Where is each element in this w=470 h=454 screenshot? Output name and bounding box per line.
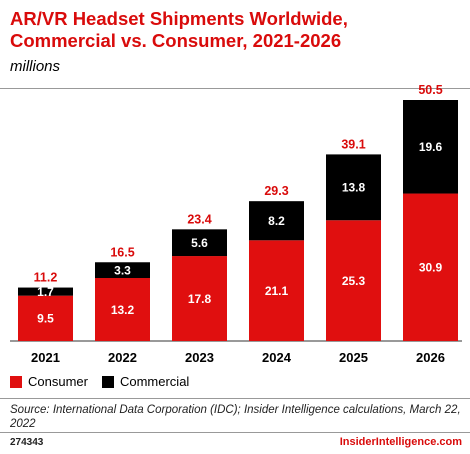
bar-commercial-2024 bbox=[249, 201, 304, 241]
data-label-consumer-2022: 13.2 bbox=[111, 303, 135, 317]
bar-consumer-2025 bbox=[326, 220, 381, 341]
bar-commercial-2026 bbox=[403, 100, 458, 194]
data-label-commercial-2025: 13.8 bbox=[342, 181, 366, 195]
brand-link[interactable]: InsiderIntelligence.com bbox=[339, 436, 462, 448]
x-tick-label-2022: 2022 bbox=[108, 350, 137, 365]
bar-consumer-2022 bbox=[95, 278, 150, 341]
chart-title-line-2: Commercial vs. Consumer, 2021-2026 bbox=[10, 30, 342, 51]
total-label-2024: 29.3 bbox=[264, 184, 288, 198]
data-label-commercial-2022: 3.3 bbox=[114, 263, 131, 277]
x-tick-label-2025: 2025 bbox=[339, 350, 368, 365]
total-label-2021: 11.2 bbox=[34, 271, 58, 285]
total-label-2023: 23.4 bbox=[187, 212, 211, 226]
bar-commercial-2022 bbox=[95, 262, 150, 279]
total-label-2025: 39.1 bbox=[341, 137, 365, 151]
total-label-2026: 50.5 bbox=[418, 83, 442, 97]
bar-consumer-2023 bbox=[172, 256, 227, 341]
data-label-commercial-2024: 8.2 bbox=[268, 214, 285, 228]
footer-divider bbox=[0, 432, 470, 433]
data-label-consumer-2024: 21.1 bbox=[265, 284, 289, 298]
data-label-consumer-2026: 30.9 bbox=[419, 261, 443, 275]
total-label-2022: 16.5 bbox=[110, 245, 134, 259]
chart-title-line-1: AR/VR Headset Shipments Worldwide, bbox=[10, 8, 348, 29]
legend-item-commercial: Commercial bbox=[101, 374, 190, 389]
data-label-consumer-2025: 25.3 bbox=[342, 274, 366, 288]
legend: Consumer Commercial bbox=[10, 374, 203, 389]
stacked-bar-chart: 9.5 1.711.2 2021 13.2 3.3 16.5 2022 17.8 5.6 23.4… bbox=[10, 83, 462, 365]
top-divider bbox=[0, 88, 470, 89]
data-label-consumer-2021: 9.5 bbox=[37, 312, 54, 326]
x-tick-label-2023: 2023 bbox=[185, 350, 214, 365]
bar-consumer-2024 bbox=[249, 240, 304, 341]
legend-swatch-commercial bbox=[101, 375, 114, 388]
data-label-commercial-2023: 5.6 bbox=[191, 236, 208, 250]
chart-subtitle: millions bbox=[10, 58, 61, 75]
bar-commercial-2023 bbox=[172, 229, 227, 257]
legend-label-consumer: Consumer bbox=[28, 374, 88, 389]
bar-commercial-2021 bbox=[18, 287, 73, 296]
chart-title: AR/VR Headset Shipments Worldwide, Comme… bbox=[10, 8, 460, 52]
data-label-consumer-2023: 17.8 bbox=[188, 292, 212, 306]
chart-id: 274343 bbox=[10, 437, 44, 448]
x-tick-label-2021: 2021 bbox=[31, 350, 60, 365]
bar-consumer-2026 bbox=[403, 193, 458, 341]
x-tick-label-2026: 2026 bbox=[416, 350, 445, 365]
source-divider bbox=[0, 398, 470, 399]
source-note: Source: International Data Corporation (… bbox=[10, 404, 461, 430]
x-tick-label-2024: 2024 bbox=[262, 350, 292, 365]
data-label-commercial-2021: 1.7 bbox=[37, 285, 54, 299]
legend-label-commercial: Commercial bbox=[119, 374, 190, 389]
bar-commercial-2025 bbox=[326, 154, 381, 221]
data-label-commercial-2026: 19.6 bbox=[419, 140, 443, 154]
legend-swatch-consumer bbox=[10, 375, 22, 388]
legend-item-consumer: Consumer bbox=[10, 374, 88, 389]
bar-consumer-2021 bbox=[18, 295, 73, 341]
